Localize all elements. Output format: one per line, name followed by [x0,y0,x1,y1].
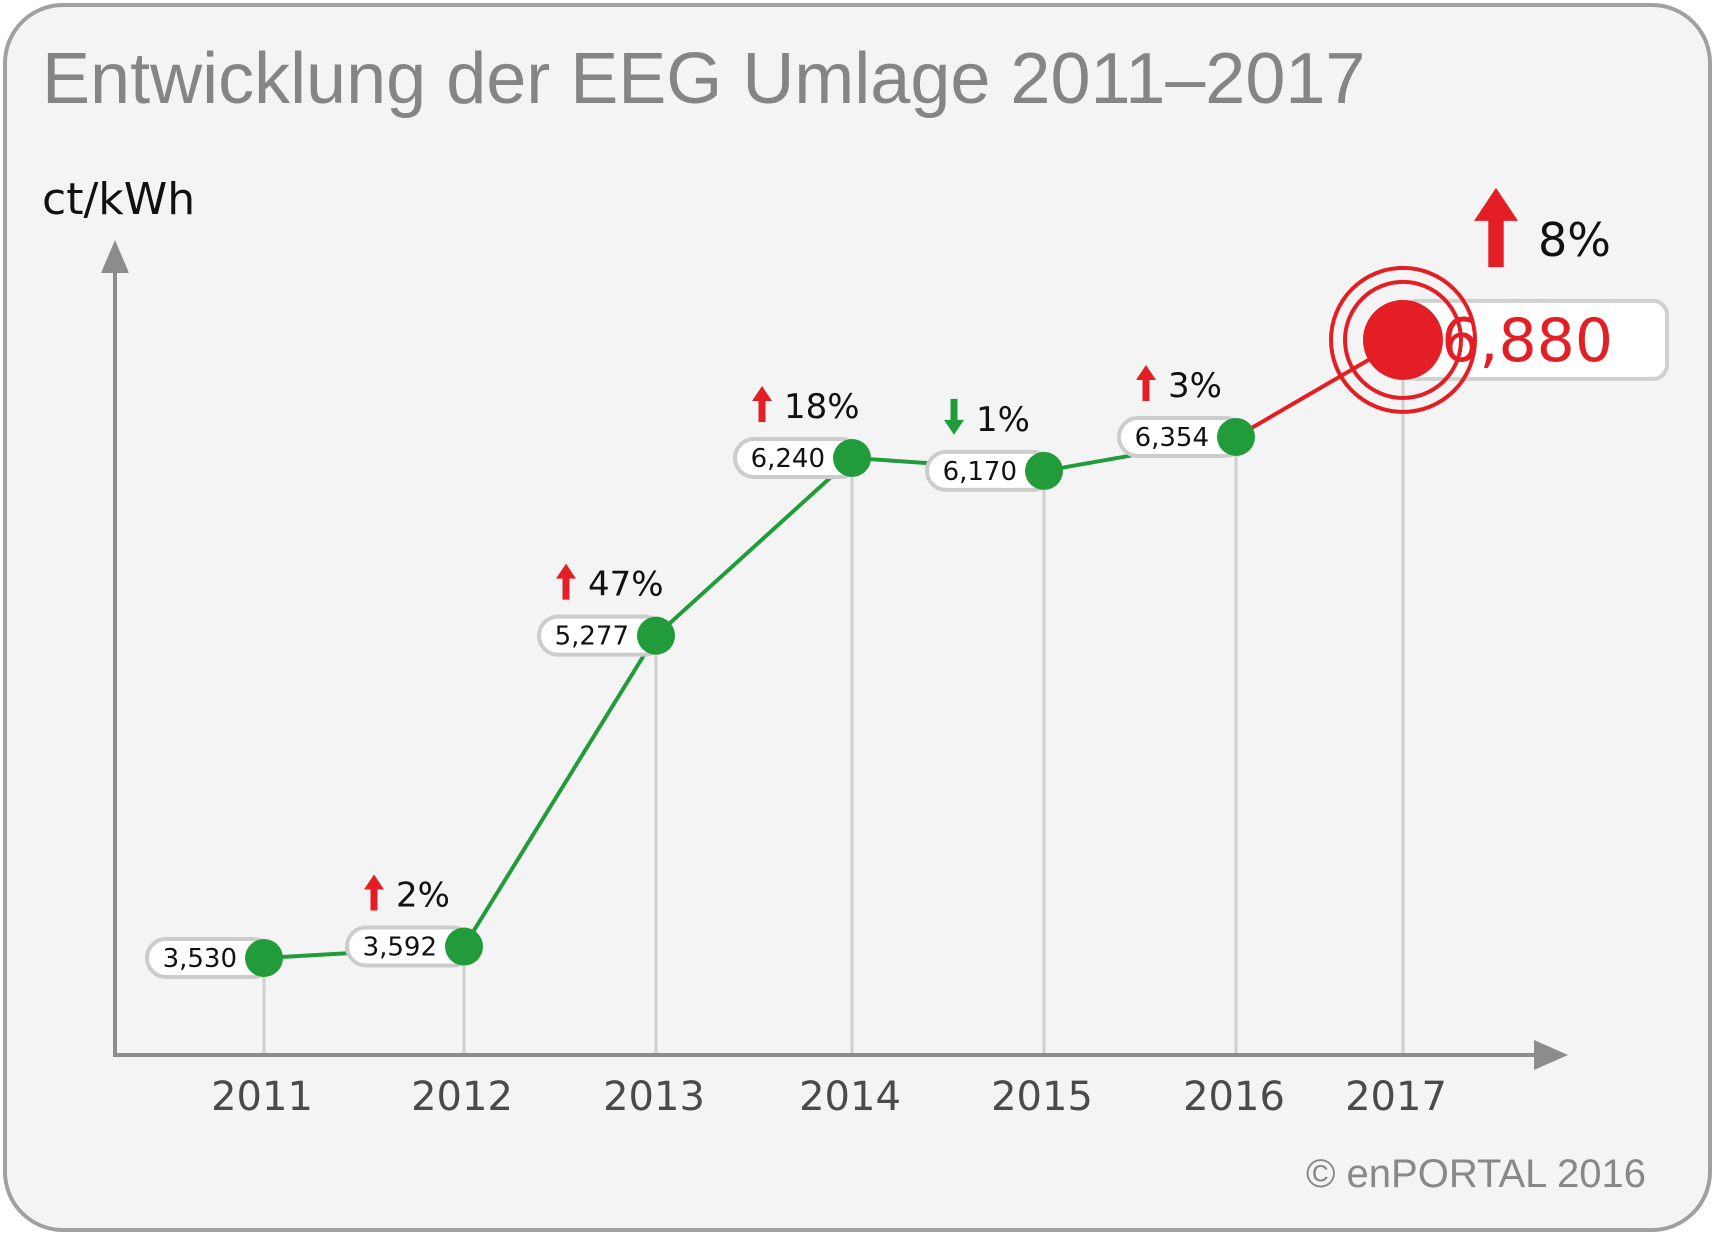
value-label-2012: 3,592 [363,933,437,963]
arrow-down-icon [944,398,964,435]
y-axis-arrow-icon [101,240,129,273]
copyright: © enPORTAL 2016 [1306,1152,1646,1196]
chart-frame [3,3,1712,1232]
data-point-2014 [833,439,871,477]
highlight-ring-outer [1329,265,1477,414]
chart-title: Entwicklung der EEG Umlage 2011–2017 [42,39,1365,119]
data-point-2016 [1217,417,1255,456]
value-label-2011: 3,530 [163,944,237,974]
value-label-2013: 5,277 [555,622,629,652]
x-tick-label-2017: 2017 [1345,1074,1447,1120]
x-tick-label-2011: 2011 [211,1074,313,1120]
arrow-up-icon [556,563,576,600]
series-segment [462,634,658,948]
x-tick-label-2012: 2012 [411,1074,513,1120]
change-label-2017: 8% [1538,213,1611,267]
x-tick-label-2016: 2016 [1183,1074,1285,1120]
data-point-2017 [1363,299,1443,380]
arrow-up-icon [1474,187,1518,268]
value-label-2015: 6,170 [943,457,1017,487]
arrow-up-icon [752,386,772,422]
arrow-up-icon [364,874,384,911]
y-axis-label: ct/kWh [42,174,195,225]
arrow-up-icon [1136,364,1156,401]
x-tick-label-2013: 2013 [603,1074,705,1120]
change-label-2015: 1% [976,400,1030,440]
value-label-2016: 6,354 [1135,423,1209,453]
series-segment [654,456,854,638]
x-axis-arrow-icon [1534,1040,1568,1070]
x-tick-label-2014: 2014 [799,1074,901,1120]
change-label-2016: 3% [1168,366,1222,406]
data-point-2011 [245,939,283,977]
data-point-2012 [445,927,483,966]
change-label-2013: 47% [588,565,664,605]
value-label-2014: 6,240 [751,444,825,474]
change-label-2012: 2% [396,876,450,916]
highlight-ring-inner [1343,279,1463,400]
x-tick-label-2015: 2015 [991,1074,1093,1120]
change-label-2014: 18% [784,387,860,427]
data-point-2013 [637,616,675,655]
value-label-2017: 6,880 [1441,306,1613,376]
data-point-2015 [1025,451,1063,490]
